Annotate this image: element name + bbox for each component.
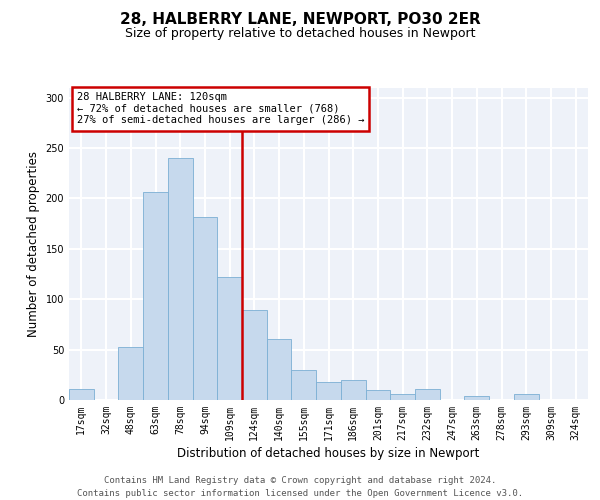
Text: 28 HALBERRY LANE: 120sqm
← 72% of detached houses are smaller (768)
27% of semi-: 28 HALBERRY LANE: 120sqm ← 72% of detach…: [77, 92, 364, 126]
Bar: [69, 389, 94, 400]
Bar: [118, 346, 143, 400]
Text: Size of property relative to detached houses in Newport: Size of property relative to detached ho…: [125, 28, 475, 40]
Bar: [365, 390, 390, 400]
Bar: [316, 382, 341, 400]
Bar: [514, 394, 539, 400]
Bar: [193, 216, 217, 400]
Bar: [341, 380, 365, 400]
Bar: [390, 394, 415, 400]
Bar: [242, 310, 267, 400]
Bar: [168, 158, 193, 400]
Bar: [292, 370, 316, 400]
Text: Contains HM Land Registry data © Crown copyright and database right 2024.
Contai: Contains HM Land Registry data © Crown c…: [77, 476, 523, 498]
Bar: [464, 396, 489, 400]
X-axis label: Distribution of detached houses by size in Newport: Distribution of detached houses by size …: [178, 447, 479, 460]
Bar: [143, 192, 168, 400]
Bar: [217, 277, 242, 400]
Bar: [415, 389, 440, 400]
Y-axis label: Number of detached properties: Number of detached properties: [27, 151, 40, 337]
Text: 28, HALBERRY LANE, NEWPORT, PO30 2ER: 28, HALBERRY LANE, NEWPORT, PO30 2ER: [119, 12, 481, 28]
Bar: [267, 338, 292, 400]
